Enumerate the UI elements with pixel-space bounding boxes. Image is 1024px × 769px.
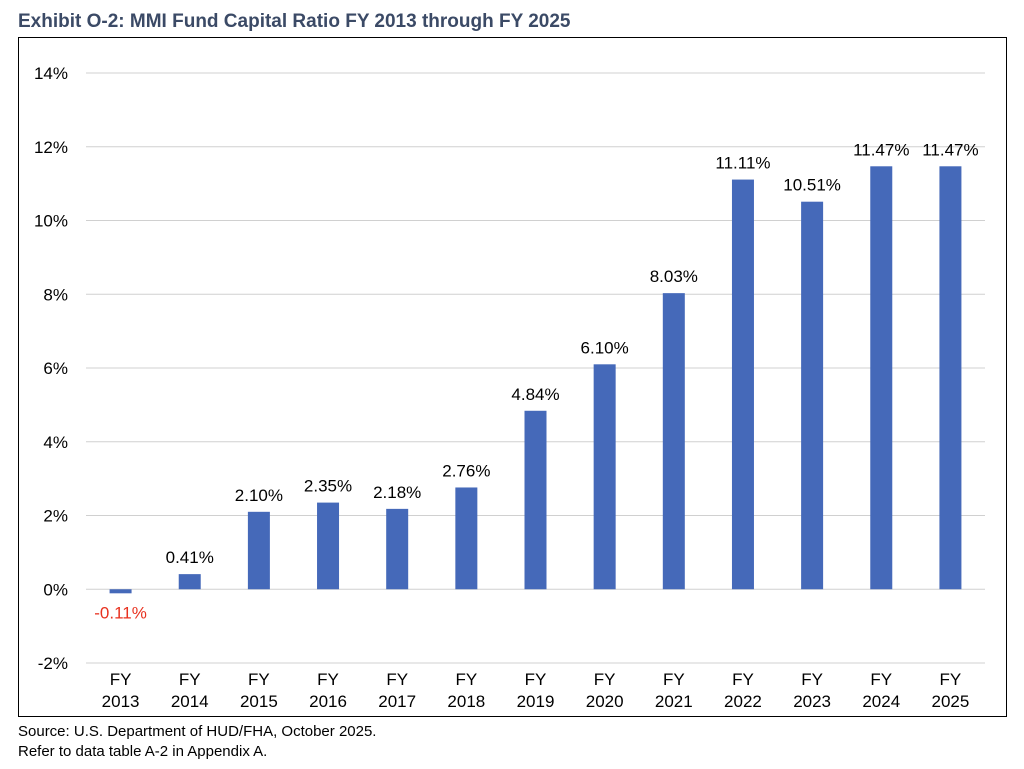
- y-tick-label: 10%: [34, 212, 68, 231]
- data-label: 2.35%: [304, 477, 352, 496]
- note-text: Refer to data table A-2 in Appendix A.: [18, 743, 268, 760]
- data-label: 2.10%: [235, 486, 283, 505]
- x-tick-label: FY 2014: [171, 670, 209, 711]
- y-tick-label: 0%: [43, 580, 68, 599]
- data-label: 11.47%: [853, 140, 909, 159]
- bar: [662, 293, 685, 590]
- source-notes: Source: U.S. Department of HUD/FHA, Octo…: [18, 722, 376, 762]
- chart-frame: -2% 0% 2% 4% 6% 8% 10% 12% 14% -0.11% FY 2013 0.41% F…: [18, 37, 1007, 717]
- bar: [386, 508, 409, 590]
- x-tick-label: FY 2018: [447, 670, 485, 711]
- data-label: 10.51%: [783, 176, 841, 195]
- data-label: 11.11%: [715, 154, 770, 173]
- chart-title: Exhibit O-2: MMI Fund Capital Ratio FY 2…: [18, 11, 571, 32]
- bar: [317, 502, 340, 590]
- x-tick-label: FY 2020: [586, 670, 624, 711]
- data-label: 11.47%: [922, 140, 978, 159]
- x-tick-label: FY 2024: [862, 670, 900, 711]
- bar: [247, 511, 270, 590]
- bar: [109, 589, 132, 594]
- y-tick-label: 14%: [34, 64, 68, 83]
- bar: [593, 364, 616, 590]
- y-tick-label: -2%: [38, 654, 68, 673]
- y-tick-label: 6%: [43, 359, 68, 378]
- bar: [455, 487, 478, 590]
- x-tick-label: FY 2019: [517, 670, 555, 711]
- data-label: 6.10%: [581, 338, 629, 357]
- x-tick-label: FY 2015: [240, 670, 278, 711]
- bar: [178, 574, 201, 590]
- data-label: 4.84%: [511, 385, 559, 404]
- data-label: 0.41%: [166, 548, 214, 567]
- y-tick-label: 8%: [43, 285, 68, 304]
- x-tick-label: FY 2023: [793, 670, 831, 711]
- data-label: -0.11%: [94, 603, 147, 622]
- bar: [524, 410, 547, 590]
- x-tick-label: FY 2021: [655, 670, 693, 711]
- x-tick-label: FY 2017: [378, 670, 416, 711]
- data-label: 2.18%: [373, 483, 421, 502]
- y-tick-label: 2%: [43, 507, 68, 526]
- x-tick-label: FY 2025: [932, 670, 970, 711]
- x-tick-label: FY 2013: [102, 670, 140, 711]
- bar: [731, 179, 754, 590]
- y-tick-label: 12%: [34, 138, 68, 157]
- data-label: 8.03%: [650, 267, 698, 286]
- source-text: Source: U.S. Department of HUD/FHA, Octo…: [18, 723, 377, 740]
- x-tick-label: FY 2022: [724, 670, 762, 711]
- bar: [939, 166, 962, 590]
- bar-chart: -2% 0% 2% 4% 6% 8% 10% 12% 14% -0.11% FY 2013 0.41% F…: [34, 64, 985, 711]
- x-tick-label: FY 2016: [309, 670, 347, 711]
- y-tick-label: 4%: [43, 433, 68, 452]
- bar: [870, 166, 893, 590]
- bar: [801, 201, 824, 590]
- data-label: 2.76%: [442, 461, 490, 480]
